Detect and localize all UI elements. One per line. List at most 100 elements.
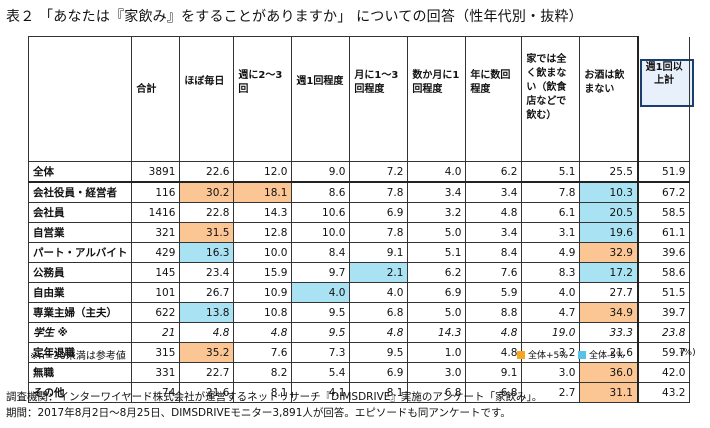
table-cell: 31.5 bbox=[179, 222, 235, 243]
table-row: 会社役員・経営者 116 30.2 18.1 8.6 7.8 3.4 3.4 7.8 10.3 67… bbox=[27, 181, 691, 203]
table-cell: 4.8 bbox=[465, 342, 523, 363]
table-cell: 19.0 bbox=[521, 322, 581, 343]
table-cell: 1.0 bbox=[407, 342, 467, 363]
table-cell: 10.0 bbox=[291, 222, 351, 243]
table-cell: 7.6 bbox=[465, 262, 523, 283]
survey-table: 合計 ほぼ毎日 週に2～3回 週1回程度 月に1～3回程度 数か月に1回程度 年に数回程度家… bbox=[27, 36, 691, 403]
table-cell: 3.4 bbox=[407, 181, 467, 203]
row-label: 専業主婦（主夫） bbox=[27, 302, 133, 323]
table-row: 無職 331 22.7 8.2 5.4 6.9 3.0 9.1 3.0 36.0 42.0 bbox=[27, 362, 691, 383]
table-cell: 67.2 bbox=[636, 181, 691, 203]
table-cell: 42.0 bbox=[636, 362, 691, 383]
table-cell: 4.1 bbox=[291, 382, 351, 403]
column-header-4: 週1回程度 bbox=[291, 36, 351, 162]
table-cell: 321 bbox=[131, 222, 181, 243]
table-cell: 51.5 bbox=[636, 282, 691, 303]
table-cell: 5.1 bbox=[407, 242, 467, 263]
table-cell: 7.2 bbox=[349, 161, 409, 183]
table-cell: 74 bbox=[131, 382, 181, 403]
table-cell: 6.2 bbox=[465, 161, 523, 183]
table-cell: 8.2 bbox=[233, 362, 293, 383]
table-cell: 5.9 bbox=[465, 282, 523, 303]
table-cell: 5.1 bbox=[521, 161, 581, 183]
table-cell: 4.8 bbox=[465, 202, 523, 223]
row-label: パート・アルバイト bbox=[27, 242, 133, 263]
legend-plus-label: 全体+5% bbox=[528, 351, 568, 361]
table-cell: 9.0 bbox=[291, 161, 351, 183]
table-cell: 17.2 bbox=[579, 262, 639, 283]
table-cell: 3.2 bbox=[407, 202, 467, 223]
table-cell: 9.5 bbox=[349, 342, 409, 363]
table-cell: 59.7 bbox=[636, 342, 691, 363]
table-cell: 6.8 bbox=[349, 302, 409, 323]
table-cell: 3.4 bbox=[465, 181, 523, 203]
table-cell: 2.1 bbox=[349, 262, 409, 283]
column-header-2: ほぼ毎日 bbox=[179, 36, 235, 162]
table-cell: 23.4 bbox=[179, 262, 235, 283]
table-cell: 4.8 bbox=[233, 322, 293, 343]
table-cell: 9.1 bbox=[465, 362, 523, 383]
table-row: 学生 ※ 21 4.8 4.8 9.5 4.8 14.3 4.8 19.0 33.3 23.8 bbox=[27, 322, 691, 343]
table-cell: 10.8 bbox=[233, 302, 293, 323]
table-cell: 14.3 bbox=[407, 322, 467, 343]
column-header-8: 家では全く飲まない（飲食店などで飲む） bbox=[521, 36, 581, 162]
table-cell: 22.7 bbox=[179, 362, 235, 383]
table-row: 自営業 321 31.5 12.8 10.0 7.8 5.0 3.4 3.1 19.6 61.1 bbox=[27, 222, 691, 243]
row-label: 自営業 bbox=[27, 222, 133, 243]
page-title: 表２ 「あなたは『家飲み』をすることがありますか」 についての回答（性年代別・抜… bbox=[6, 9, 583, 25]
table-cell: 10.3 bbox=[579, 181, 639, 203]
table-cell: 35.2 bbox=[179, 342, 235, 363]
footer-source: 調査機関：インターワイヤード株式会社が運営するネットリサーチ『DIMSDRIVE… bbox=[6, 391, 543, 403]
table-cell: 30.2 bbox=[179, 181, 235, 203]
column-header-3: 週に2～3回 bbox=[233, 36, 293, 162]
table-cell: 19.6 bbox=[579, 222, 639, 243]
row-label: 無職 bbox=[27, 362, 133, 383]
table-cell: 4.8 bbox=[349, 322, 409, 343]
table-cell: 6.2 bbox=[407, 262, 467, 283]
table-cell: 27.7 bbox=[579, 282, 639, 303]
reference-note: ※n=30未満は参考値 bbox=[30, 351, 126, 362]
table-cell: 31.1 bbox=[579, 382, 639, 403]
table-row: 自由業 101 26.7 10.9 4.0 4.0 6.9 5.9 4.0 27.7 51.5 bbox=[27, 282, 691, 303]
table-cell: 3.0 bbox=[407, 362, 467, 383]
row-label: その他 bbox=[27, 382, 133, 403]
table-row: 公務員 145 23.4 15.9 9.7 2.1 6.2 7.6 8.3 17.2 58.6 bbox=[27, 262, 691, 283]
table-cell: 7.3 bbox=[291, 342, 351, 363]
table-cell: 16.3 bbox=[179, 242, 235, 263]
table-cell: 101 bbox=[131, 282, 181, 303]
table-row: 定年退職 315 35.2 7.6 7.3 9.5 1.0 4.8 3.2 21.6 59.7 bbox=[27, 342, 691, 363]
table-cell: 13.8 bbox=[179, 302, 235, 323]
table-cell: 10.6 bbox=[291, 202, 351, 223]
table-cell: 6.8 bbox=[407, 382, 467, 403]
row-label: 学生 ※ bbox=[27, 322, 133, 343]
table-cell: 21.6 bbox=[179, 382, 235, 403]
table-cell: 145 bbox=[131, 262, 181, 283]
table-cell: 5.4 bbox=[291, 362, 351, 383]
table-cell: 1416 bbox=[131, 202, 181, 223]
legend-plus: 全体+5% bbox=[517, 348, 568, 361]
table-cell: 8.4 bbox=[291, 242, 351, 263]
table-row: その他 74 21.6 8.1 4.1 8.1 6.8 6.8 2.7 31.1 43.2 bbox=[27, 382, 691, 403]
row-label: 定年退職 bbox=[27, 342, 133, 363]
column-header-0 bbox=[27, 36, 133, 162]
table-cell: 4.8 bbox=[179, 322, 235, 343]
table-row: 専業主婦（主夫） 622 13.8 10.8 9.5 6.8 5.0 8.8 4.7 34.9 39… bbox=[27, 302, 691, 323]
table-cell: 12.0 bbox=[233, 161, 293, 183]
table-cell: 39.6 bbox=[636, 242, 691, 263]
column-header-6: 数か月に1回程度 bbox=[407, 36, 467, 162]
legend-minus-label: 全体-5% bbox=[589, 351, 625, 361]
table-cell: 6.9 bbox=[349, 362, 409, 383]
table-cell: 5.0 bbox=[407, 302, 467, 323]
unit-label: (%) bbox=[680, 348, 696, 358]
table-cell: 4.0 bbox=[349, 282, 409, 303]
table-cell: 331 bbox=[131, 362, 181, 383]
table-cell: 58.5 bbox=[636, 202, 691, 223]
legend-minus: 全体-5% bbox=[578, 348, 625, 361]
header-row: 合計 ほぼ毎日 週に2～3回 週1回程度 月に1～3回程度 数か月に1回程度 年に数回程度家… bbox=[27, 36, 691, 162]
table-cell: 9.7 bbox=[291, 262, 351, 283]
table-cell: 22.6 bbox=[179, 161, 235, 183]
row-label: 全体 bbox=[27, 161, 133, 183]
table-cell: 33.3 bbox=[579, 322, 639, 343]
table-cell: 8.8 bbox=[465, 302, 523, 323]
table-cell: 6.9 bbox=[349, 202, 409, 223]
